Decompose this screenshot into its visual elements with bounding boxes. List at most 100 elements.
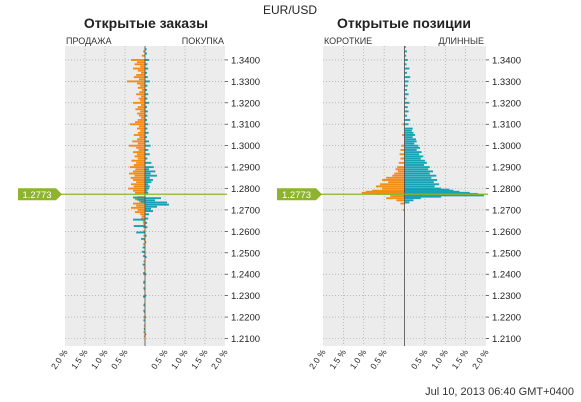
positions-x-tick-label: 1.0 % (429, 347, 450, 371)
positions-x-tick-label: 1.0 % (348, 347, 369, 371)
positions-bar-right (404, 106, 408, 109)
orders-bar-left (137, 119, 145, 121)
positions-bar-left (361, 191, 405, 194)
orders-bar-left (142, 246, 145, 249)
orders-x-tick-label: 2.0 % (49, 347, 70, 371)
orders-bar-left (143, 319, 145, 322)
orders-bar-right (145, 84, 148, 87)
orders-panel-title: Открытые заказы (84, 15, 208, 31)
orders-bar-left (141, 95, 145, 98)
positions-bar-left (399, 153, 405, 156)
orders-bar-right (145, 176, 150, 179)
orders-bar-left (128, 187, 145, 190)
positions-bar-right (404, 185, 435, 188)
orders-bar-left (137, 82, 145, 85)
orders-bar-left (143, 331, 145, 334)
orders-bar-left (133, 67, 145, 70)
orders-bar-right (145, 136, 147, 139)
orders-bar-left (139, 78, 145, 81)
orders-bar-left (141, 89, 145, 91)
orders-bar-left (141, 237, 145, 240)
orders-y-tick-label: 1.3100 (231, 120, 260, 131)
orders-bar-right (145, 213, 149, 216)
positions-bar-left (390, 195, 405, 197)
orders-bar-right (145, 333, 147, 336)
positions-bar-right (404, 166, 430, 169)
positions-bar-left (401, 144, 405, 147)
orders-bar-right (145, 149, 149, 151)
orders-bar-left (143, 272, 145, 275)
orders-bar-right (145, 199, 155, 202)
orders-bar-left (129, 144, 145, 147)
orders-bar-right (145, 234, 147, 237)
positions-panel-title: Открытые позиции (337, 15, 471, 31)
orders-bar-left (136, 204, 145, 207)
orders-bar-right (145, 183, 149, 186)
positions-bar-right (404, 168, 429, 171)
positions-bar-right (404, 101, 410, 104)
orders-bar-right (145, 197, 161, 200)
orders-bar-left (130, 176, 145, 179)
orders-bar-left (133, 101, 145, 104)
orders-y-tick-label: 1.2900 (231, 163, 260, 174)
orders-bar-right (145, 221, 147, 224)
positions-bar-right (404, 159, 425, 162)
orders-bar-left (143, 273, 145, 276)
positions-bar-right (404, 63, 407, 66)
orders-x-tick-label: 1.5 % (69, 347, 90, 371)
orders-bar-left (134, 174, 145, 177)
orders-bar-left (143, 316, 145, 319)
orders-bar-left (143, 309, 145, 312)
positions-bar-right (404, 170, 434, 173)
orders-x-tick-label: 1.5 % (189, 347, 210, 371)
orders-bar-left (129, 166, 145, 169)
positions-y-tick-label: 1.3400 (492, 55, 521, 66)
positions-y-tick-label: 1.2900 (492, 163, 521, 174)
orders-bar-left (133, 202, 145, 205)
orders-y-tick-label: 1.3300 (231, 77, 260, 88)
orders-y-tick-label: 1.2800 (231, 184, 260, 195)
positions-bar-left (400, 149, 405, 151)
orders-bar-left (140, 65, 145, 68)
positions-bar-right (404, 161, 427, 164)
orders-y-tick-label: 1.2500 (231, 248, 260, 259)
orders-bar-left (141, 104, 145, 106)
orders-bar-right (145, 168, 149, 171)
positions-panel: 1.3400 1.3300 1.3200 1.3100 1.3000 1.2900 1.28… (277, 46, 521, 371)
positions-bar-left (398, 161, 405, 164)
orders-bar-left (137, 142, 145, 145)
orders-bar-left (137, 153, 145, 156)
orders-bar-right (145, 119, 147, 121)
orders-bar-right (145, 59, 149, 61)
orders-bar-left (141, 71, 145, 74)
positions-bar-left (397, 170, 405, 173)
orders-bar-left (143, 304, 145, 307)
positions-bar-left (380, 183, 405, 186)
positions-bar-right (404, 144, 419, 147)
positions-bar-right (404, 131, 414, 134)
positions-bar-right (404, 176, 432, 179)
orders-bar-left (139, 91, 145, 94)
orders-bar-left (137, 131, 145, 134)
positions-bar-right (404, 194, 484, 197)
positions-bar-right (404, 189, 454, 192)
positions-x-tick-label: 1.5 % (327, 347, 348, 371)
orders-bar-left (140, 99, 145, 102)
orders-bar-right (145, 63, 148, 66)
orders-bar-left (143, 226, 145, 229)
orders-bar-left (143, 287, 145, 290)
orders-bar-right (145, 67, 149, 70)
positions-x-tick-label: 0.5 % (368, 347, 389, 371)
orders-bar-left (133, 164, 145, 166)
orders-bar-left (136, 181, 145, 184)
positions-left-label: КОРОТКИЕ (324, 36, 372, 46)
orders-bar-right (145, 157, 148, 160)
orders-bar-left (139, 114, 145, 117)
positions-bar-right (404, 179, 438, 181)
orders-bar-left (131, 59, 145, 61)
positions-bar-left (402, 123, 405, 126)
positions-bar-right (404, 67, 410, 70)
positions-x-tick-label: 2.0 % (307, 347, 328, 371)
orders-bar-right (145, 161, 152, 164)
positions-y-tick-label: 1.2100 (492, 334, 521, 345)
